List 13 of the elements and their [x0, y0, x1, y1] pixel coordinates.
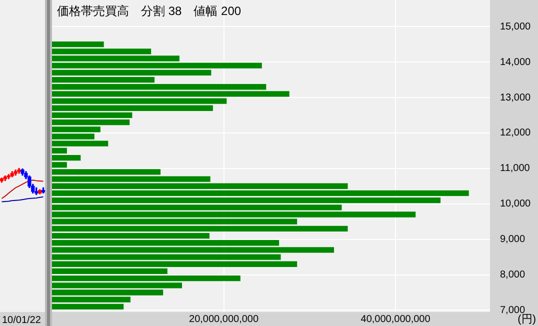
x-tick-label: 20,000,000,000 [189, 314, 259, 325]
y-tick-label: 13,000 [500, 92, 532, 104]
y-tick-label: 12,000 [500, 128, 532, 139]
chart-title: 価格帯売買高 分割 38 値幅 200 [57, 4, 242, 18]
x-tick-label: 40,000,000,000 [360, 314, 431, 325]
y-tick-label: 15,000 [500, 21, 532, 32]
y-tick-label: 11,000 [500, 163, 530, 174]
text: 10/01/22 [2, 314, 42, 326]
y-tick-label: 8,000 [500, 270, 526, 281]
y-axis-title: (円) [518, 314, 536, 326]
y-tick-label: 10,000 [500, 198, 532, 210]
y-tick-label: 9,000 [500, 234, 526, 246]
y-tick-label: 14,000 [500, 56, 532, 68]
